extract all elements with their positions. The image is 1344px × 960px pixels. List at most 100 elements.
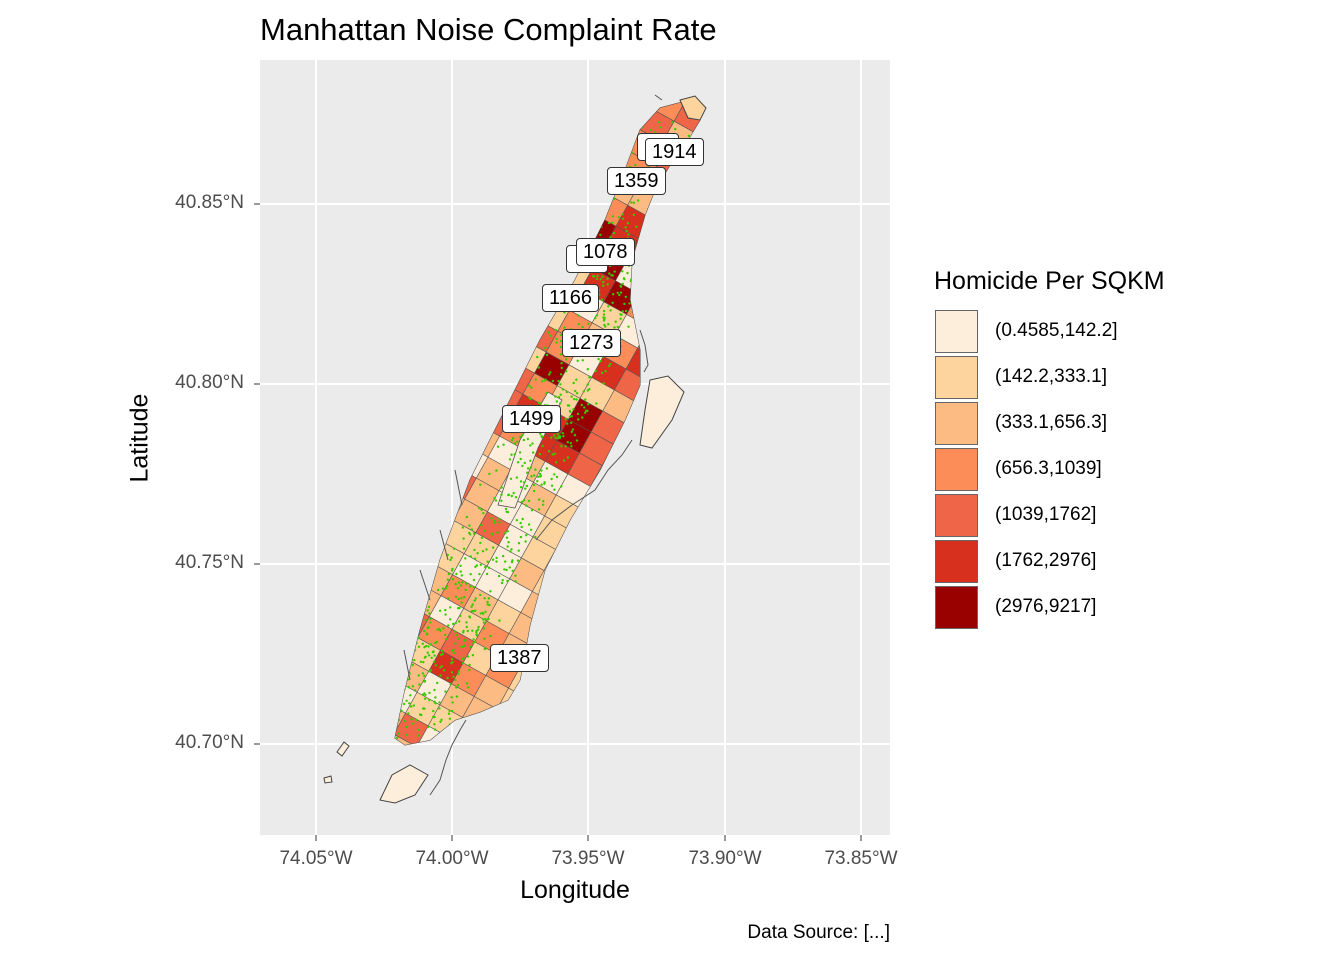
tract-cell: [395, 733, 417, 745]
complaint-point: [413, 689, 417, 692]
legend-label: (142.2,333.1]: [995, 366, 1107, 387]
complaint-point: [438, 707, 441, 710]
complaint-point: [537, 401, 541, 405]
complaint-point: [460, 601, 463, 604]
complaint-point: [480, 508, 483, 511]
complaint-point: [468, 616, 472, 619]
complaint-point: [447, 597, 450, 600]
complaint-point: [524, 540, 527, 543]
complaint-point: [531, 442, 534, 445]
complaint-point: [549, 371, 552, 374]
complaint-point: [621, 310, 624, 313]
complaint-point: [427, 605, 431, 609]
complaint-point: [479, 483, 482, 486]
complaint-point: [497, 574, 501, 578]
complaint-point: [456, 637, 460, 641]
complaint-point: [432, 715, 435, 719]
complaint-point: [434, 641, 437, 645]
data-source-caption: Data Source: [...]: [747, 922, 890, 943]
complaint-point: [436, 588, 440, 592]
complaint-point: [427, 626, 430, 629]
complaint-point: [537, 366, 540, 369]
legend-label: (1762,2976]: [995, 550, 1097, 571]
complaint-point: [432, 709, 435, 713]
complaint-point: [519, 480, 523, 483]
complaint-point: [421, 642, 424, 645]
complaint-point: [525, 484, 529, 488]
complaint-point: [526, 467, 530, 470]
complaint-point: [623, 278, 626, 281]
complaint-point: [529, 466, 532, 469]
complaint-point: [457, 581, 461, 584]
complaint-point: [447, 624, 450, 627]
complaint-point: [519, 486, 523, 489]
complaint-point: [442, 627, 445, 630]
complaint-point: [476, 552, 479, 555]
complaint-point: [488, 472, 491, 476]
complaint-point: [593, 275, 596, 278]
complaint-point: [540, 436, 544, 439]
complaint-point: [582, 390, 585, 393]
complaint-point: [566, 404, 570, 407]
complaint-point: [583, 406, 586, 409]
complaint-point: [537, 475, 540, 478]
complaint-point: [490, 533, 494, 536]
complaint-point: [462, 537, 465, 540]
complaint-point: [482, 512, 485, 515]
complaint-point: [611, 301, 614, 304]
liberty-island: [336, 741, 350, 757]
complaint-point: [455, 695, 459, 698]
complaint-point: [529, 528, 533, 531]
complaint-point: [548, 373, 551, 376]
complaint-point: [553, 434, 556, 437]
complaint-point: [505, 568, 508, 572]
complaint-point: [484, 565, 487, 569]
complaint-point: [539, 432, 542, 435]
complaint-point: [487, 617, 490, 621]
complaint-point: [421, 672, 425, 675]
complaint-point: [432, 660, 436, 664]
complaint-point: [468, 663, 471, 667]
legend-label: (1039,1762]: [995, 504, 1097, 525]
complaint-point: [403, 719, 407, 723]
complaint-point: [461, 526, 464, 529]
complaint-point: [442, 669, 446, 672]
complaint-point: [411, 685, 414, 688]
complaint-point: [570, 395, 573, 398]
complaint-point: [471, 654, 475, 657]
complaint-point: [470, 528, 473, 531]
complaint-point: [516, 461, 520, 464]
complaint-point: [405, 733, 408, 737]
complaint-point: [506, 545, 509, 548]
complaint-point: [658, 126, 662, 129]
complaint-point: [632, 201, 636, 204]
complaint-point: [475, 631, 478, 634]
complaint-point: [422, 707, 425, 710]
complaint-point: [624, 226, 627, 229]
complaint-point: [454, 582, 457, 586]
complaint-point: [621, 213, 624, 216]
complaint-point: [474, 557, 477, 560]
complaint-point: [584, 398, 587, 401]
complaint-point: [568, 409, 572, 413]
complaint-point: [487, 597, 491, 600]
legend-label: (0.4585,142.2]: [995, 320, 1118, 341]
complaint-point: [464, 557, 467, 560]
complaint-point: [483, 529, 486, 532]
complaint-point: [480, 524, 483, 527]
complaint-point: [455, 633, 459, 637]
complaint-point: [536, 355, 539, 359]
complaint-point: [470, 605, 473, 608]
complaint-point: [508, 458, 512, 461]
complaint-point: [484, 647, 487, 650]
complaint-point: [619, 317, 622, 320]
complaint-point: [555, 475, 559, 479]
tract-value-label: 1166: [542, 284, 600, 312]
complaint-point: [439, 720, 442, 723]
complaint-point: [569, 442, 572, 445]
complaint-point: [410, 718, 413, 721]
complaint-point: [562, 459, 566, 462]
complaint-point: [671, 120, 674, 124]
governors-island: [379, 764, 429, 804]
complaint-point: [463, 639, 466, 642]
